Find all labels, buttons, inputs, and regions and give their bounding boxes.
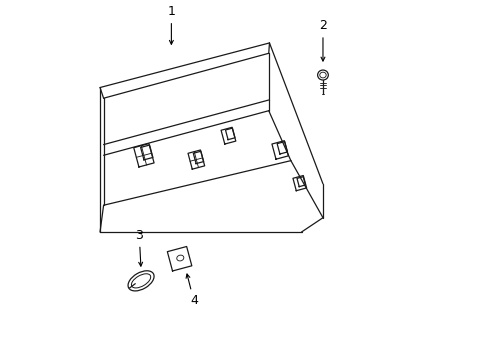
Text: 3: 3	[135, 229, 143, 266]
Text: 4: 4	[186, 274, 197, 307]
Text: 1: 1	[167, 5, 175, 44]
Text: 2: 2	[318, 19, 326, 61]
